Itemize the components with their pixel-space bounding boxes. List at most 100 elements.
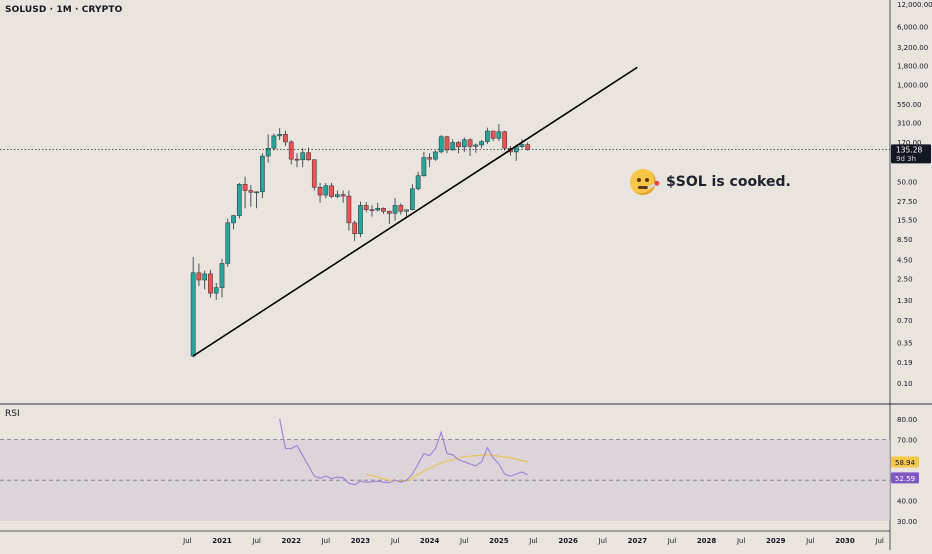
price-tick-label: 50.00 [897, 179, 917, 187]
rsi-pane-title: RSI [5, 409, 20, 419]
rsi-tick-label: 70.00 [897, 436, 917, 444]
rsi-tick-label: 80.00 [897, 416, 917, 424]
rsi-ma-value-bg [891, 456, 919, 468]
candle-bearish [490, 130, 496, 139]
candle-bullish [375, 207, 381, 211]
candle-bearish [208, 273, 213, 294]
thermometer-face-icon [630, 169, 659, 195]
time-tick-label: Jul [528, 537, 538, 545]
candle-bullish [335, 194, 340, 197]
price-tick-label: 15.50 [897, 217, 917, 225]
time-tick-label: 2029 [766, 537, 786, 545]
rsi-tick-label: 40.00 [897, 498, 917, 506]
price-tick-label: 1,800.00 [897, 62, 928, 70]
candle-bearish [444, 136, 450, 151]
candle-bullish [225, 222, 231, 264]
annotation-text: $SOL is cooked. [666, 174, 791, 190]
candle-bullish [410, 188, 415, 210]
current-price-label-bg [891, 144, 931, 164]
candle-bullish [323, 185, 329, 196]
candle-bearish [317, 187, 323, 196]
candle-bullish [265, 147, 271, 157]
time-tick-label: 2027 [628, 537, 648, 545]
candle-bearish [467, 139, 473, 147]
rsi-ma-value-label: 58.94 [895, 459, 916, 467]
candle-bullish [231, 215, 236, 224]
time-tick-label: 2023 [351, 537, 371, 545]
candle-bullish [392, 205, 398, 214]
price-tick-label: 3,200.00 [897, 44, 928, 52]
annotation: $SOL is cooked. [630, 169, 791, 195]
bar-countdown-label: 9d 3h [896, 155, 916, 163]
candle-bearish [363, 205, 369, 210]
time-tick-label: 2024 [420, 537, 440, 545]
time-tick-label: Jul [251, 537, 261, 545]
candle-bullish [438, 136, 444, 153]
price-tick-label: 550.00 [897, 101, 922, 109]
candle-bullish [421, 157, 427, 176]
candle-bearish [311, 159, 317, 188]
candle-bearish [294, 158, 300, 161]
candle-bearish [196, 272, 202, 281]
candle-bullish [254, 191, 259, 194]
candle-bullish [202, 273, 208, 281]
candle-bearish [381, 207, 386, 212]
candle-bearish [369, 209, 375, 211]
price-tick-label: 0.35 [897, 339, 913, 347]
price-tick-label: 170.00 [897, 139, 922, 147]
candle-bullish [415, 175, 421, 190]
price-tick-label: 4.50 [897, 257, 913, 265]
price-tick-label: 0.10 [897, 380, 913, 388]
price-tick-label: 12,000.00 [897, 1, 932, 9]
candle-bullish [496, 131, 502, 139]
candle-bullish [236, 184, 242, 216]
candle-bullish [461, 139, 467, 148]
candle-bullish [213, 287, 219, 294]
time-tick-label: 2021 [212, 537, 232, 545]
price-tick-label: 0.19 [897, 359, 913, 367]
candle-bearish [340, 194, 346, 197]
time-tick-label: 2022 [281, 537, 301, 545]
candle-bearish [456, 142, 461, 148]
time-tick-label: 2028 [697, 537, 717, 545]
candle-bearish [525, 144, 531, 150]
candle-bearish [288, 141, 294, 160]
candle-bearish [386, 211, 392, 214]
candle-bullish [433, 151, 438, 160]
time-tick-label: Jul [390, 537, 400, 545]
price-tick-label: 1.30 [897, 297, 913, 305]
candle-bearish [283, 134, 288, 143]
time-tick-label: 2026 [558, 537, 578, 545]
price-tick-label: 6,000.00 [897, 23, 928, 31]
rsi-value-label: 52.59 [895, 475, 915, 483]
candle-bearish [352, 222, 358, 235]
time-tick-label: Jul [182, 537, 192, 545]
candle-bearish [306, 152, 311, 161]
rsi-tick-label: 30.00 [897, 518, 917, 526]
candle-bullish [260, 155, 265, 193]
price-tick-label: 1,000.00 [897, 82, 928, 90]
current-price-label: 135.28 [896, 145, 922, 154]
time-tick-label: Jul [321, 537, 331, 545]
candle-bearish [248, 190, 254, 193]
price-tick-label: 310.00 [897, 119, 922, 127]
candle-bullish [300, 152, 306, 161]
candle-bearish [427, 157, 433, 160]
candle-bullish [404, 209, 409, 212]
time-tick-label: Jul [667, 537, 677, 545]
candle-bullish [190, 272, 196, 357]
candle-bullish [358, 205, 363, 235]
time-tick-label: Jul [736, 537, 746, 545]
candle-bearish [346, 195, 352, 224]
candle-bullish [450, 142, 456, 151]
candle-bearish [329, 185, 334, 197]
time-tick-label: Jul [805, 537, 815, 545]
candle-bullish [479, 141, 484, 146]
candle-bullish [485, 130, 490, 142]
candle-bullish [271, 135, 277, 149]
price-tick-label: 2.50 [897, 276, 913, 284]
price-tick-label: 27.50 [897, 198, 917, 206]
time-tick-label: Jul [459, 537, 469, 545]
